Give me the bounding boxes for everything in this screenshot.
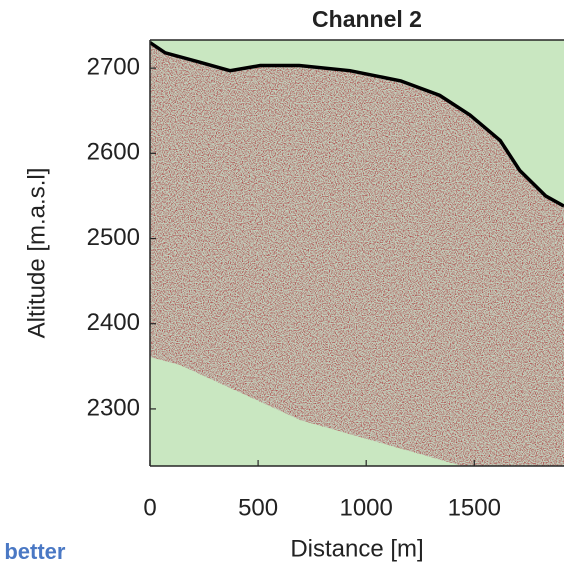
y-tick-label: 2600 xyxy=(87,139,140,166)
y-tick-label: 2700 xyxy=(87,53,140,80)
surface-line xyxy=(150,41,564,208)
x-axis-label: Distance [m] xyxy=(290,535,423,562)
x-tick-label: 500 xyxy=(238,494,278,521)
x-tick-label: 0 xyxy=(143,494,156,521)
x-tick-label: 1500 xyxy=(448,494,501,521)
y-tick-label: 2400 xyxy=(87,309,140,336)
caption-fragment: 2 better xyxy=(0,539,66,564)
y-axis-label: Altitude [m.a.s.l] xyxy=(23,168,50,339)
x-tick-label: 1000 xyxy=(339,494,392,521)
y-tick-label: 2300 xyxy=(87,394,140,421)
y-tick-label: 2500 xyxy=(87,224,140,251)
chart-title: Channel 2 xyxy=(312,6,422,32)
